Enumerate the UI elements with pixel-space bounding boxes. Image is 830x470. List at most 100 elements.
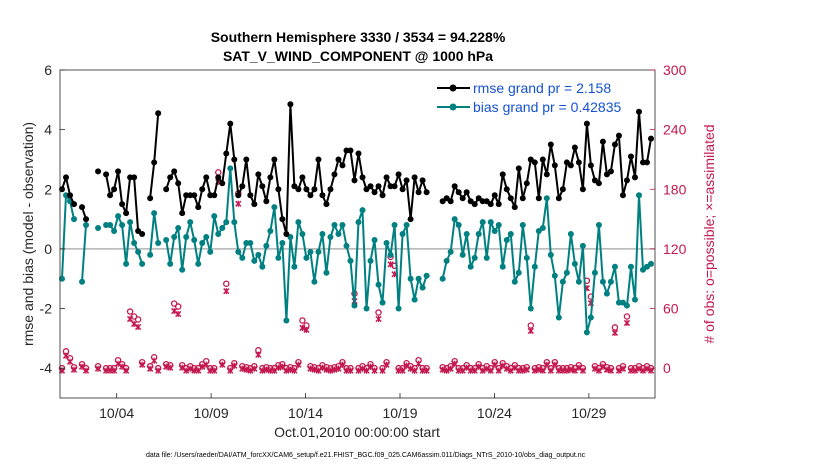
obs-assimilated-marker bbox=[639, 367, 647, 374]
bias-marker bbox=[579, 242, 586, 249]
rmse-marker bbox=[255, 171, 262, 178]
bias-marker bbox=[219, 225, 226, 232]
legend-bias-label: bias grand pr = 0.42835 bbox=[473, 99, 621, 115]
rmse-marker bbox=[155, 110, 162, 117]
y-axis-label-left: rmse and bias (model - observation) bbox=[20, 122, 36, 346]
rmse-marker bbox=[515, 165, 522, 172]
left-tick-label: 0 bbox=[44, 241, 52, 257]
rmse-marker bbox=[391, 183, 398, 190]
bias-marker bbox=[123, 260, 130, 267]
bias-marker bbox=[155, 239, 162, 246]
right-tick-label: 0 bbox=[663, 360, 671, 376]
rmse-marker bbox=[339, 162, 346, 169]
bias-marker bbox=[395, 305, 402, 312]
bias-marker bbox=[515, 269, 522, 276]
obs-assimilated-marker bbox=[591, 365, 599, 372]
bias-marker bbox=[295, 219, 302, 226]
bias-marker bbox=[499, 263, 506, 270]
obs-assimilated-marker bbox=[415, 360, 422, 367]
bias-marker bbox=[591, 269, 598, 276]
obs-assimilated-marker bbox=[643, 365, 651, 372]
rmse-marker bbox=[419, 177, 426, 184]
bias-marker bbox=[479, 219, 486, 226]
bias-marker bbox=[131, 239, 138, 246]
bias-marker bbox=[415, 275, 422, 282]
rmse-marker bbox=[235, 192, 242, 199]
bias-marker bbox=[319, 231, 326, 237]
obs-assimilated-marker bbox=[183, 367, 190, 374]
obs-assimilated-marker bbox=[235, 200, 242, 207]
obs-assimilated-marker bbox=[615, 367, 623, 374]
obs-assimilated-marker bbox=[611, 329, 619, 337]
obs-assimilated-marker bbox=[387, 261, 394, 268]
rmse-marker bbox=[283, 231, 290, 237]
chart-title-line1: Southern Hemisphere 3330 / 3534 = 94.228… bbox=[211, 29, 506, 45]
obs-assimilated-marker bbox=[359, 365, 366, 372]
obs-assimilated-marker bbox=[167, 364, 174, 371]
rmse-marker bbox=[199, 186, 206, 193]
rmse-marker bbox=[423, 189, 430, 196]
rmse-marker bbox=[95, 168, 102, 175]
rmse-marker bbox=[471, 201, 478, 208]
rmse-marker bbox=[635, 108, 642, 115]
bias-marker bbox=[631, 296, 638, 303]
rmse-marker bbox=[507, 195, 514, 202]
rmse-marker bbox=[175, 180, 182, 187]
rmse-marker bbox=[111, 186, 118, 193]
rmse-marker bbox=[611, 141, 618, 148]
data-file-footnote: data file: /Users/raeder/DAI/ATM_forcXX/… bbox=[146, 452, 586, 459]
bias-marker bbox=[223, 219, 230, 226]
bias-marker bbox=[119, 222, 126, 229]
rmse-marker bbox=[463, 189, 470, 196]
obs-assimilated-marker bbox=[491, 361, 498, 368]
obs-assimilated-marker bbox=[122, 367, 130, 374]
bias-marker bbox=[95, 225, 102, 232]
bias-marker bbox=[111, 228, 118, 235]
bias-line bbox=[81, 225, 87, 282]
obs-assimilated-marker bbox=[134, 323, 142, 331]
bias-marker bbox=[503, 236, 510, 243]
left-tick-label: 4 bbox=[44, 122, 52, 138]
bias-marker bbox=[271, 204, 278, 211]
bias-marker bbox=[343, 242, 350, 249]
right-tick-label: 60 bbox=[663, 301, 679, 317]
bias-marker bbox=[648, 260, 654, 267]
rmse-marker bbox=[395, 171, 402, 178]
obs-possible-marker bbox=[126, 308, 134, 315]
rmse-marker bbox=[567, 162, 574, 169]
rmse-marker bbox=[447, 198, 454, 205]
bias-marker bbox=[259, 263, 266, 270]
bias-marker bbox=[443, 257, 450, 264]
bias-marker bbox=[539, 225, 546, 232]
bias-marker bbox=[507, 231, 514, 237]
rmse-marker bbox=[551, 162, 558, 169]
bias-marker bbox=[371, 236, 378, 243]
bias-marker bbox=[267, 228, 274, 235]
x-tick-label: 10/24 bbox=[477, 405, 512, 421]
obs-assimilated-marker bbox=[479, 367, 486, 374]
obs-assimilated-marker bbox=[635, 365, 643, 372]
rmse-marker bbox=[583, 120, 590, 127]
rmse-marker bbox=[279, 216, 286, 223]
obs-assimilated-marker bbox=[155, 367, 162, 374]
bias-marker bbox=[279, 239, 286, 246]
obs-assimilated-marker bbox=[347, 367, 354, 374]
rmse-marker bbox=[595, 180, 602, 187]
rmse-marker bbox=[379, 192, 386, 199]
bias-marker bbox=[627, 263, 634, 270]
bias-marker bbox=[531, 263, 538, 270]
obs-assimilated-marker bbox=[375, 315, 382, 323]
bias-marker bbox=[587, 314, 594, 321]
bias-marker bbox=[491, 228, 498, 235]
bias-marker bbox=[447, 248, 454, 255]
obs-assimilated-marker bbox=[299, 324, 306, 332]
obs-assimilated-marker bbox=[70, 366, 78, 373]
legend-rmse-marker bbox=[449, 84, 457, 92]
obs-assimilated-marker bbox=[110, 367, 118, 374]
bias-marker bbox=[207, 248, 214, 255]
right-tick-label: 240 bbox=[663, 122, 687, 138]
bias-marker bbox=[291, 263, 298, 270]
obs-assimilated-marker bbox=[203, 361, 210, 368]
obs-possible-marker bbox=[375, 309, 382, 316]
rmse-marker bbox=[139, 231, 146, 237]
